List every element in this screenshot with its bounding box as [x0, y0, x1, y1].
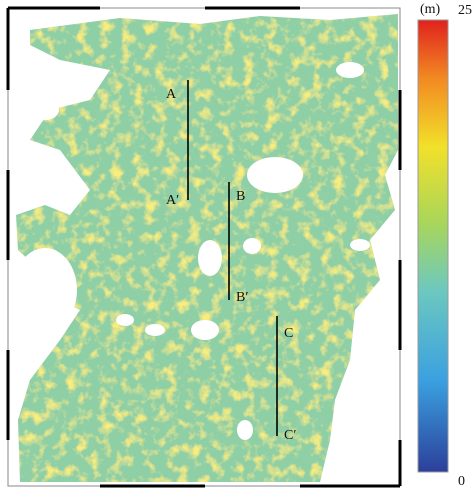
colorbar-max: 25 — [458, 3, 472, 18]
profile-label: C′ — [284, 428, 296, 443]
colorbar-unit: (m) — [420, 2, 441, 17]
profile-lines — [187, 80, 278, 436]
water-holes — [13, 62, 370, 440]
colorbar — [417, 19, 449, 473]
colorbar-min: 0 — [458, 474, 465, 489]
profile-label: C — [284, 326, 293, 341]
frame-ticks — [6, 6, 402, 488]
profile-label: A — [166, 87, 177, 102]
profile-label: B — [236, 189, 245, 204]
profile-label: A′ — [166, 193, 179, 208]
profile-label: B′ — [236, 290, 248, 305]
